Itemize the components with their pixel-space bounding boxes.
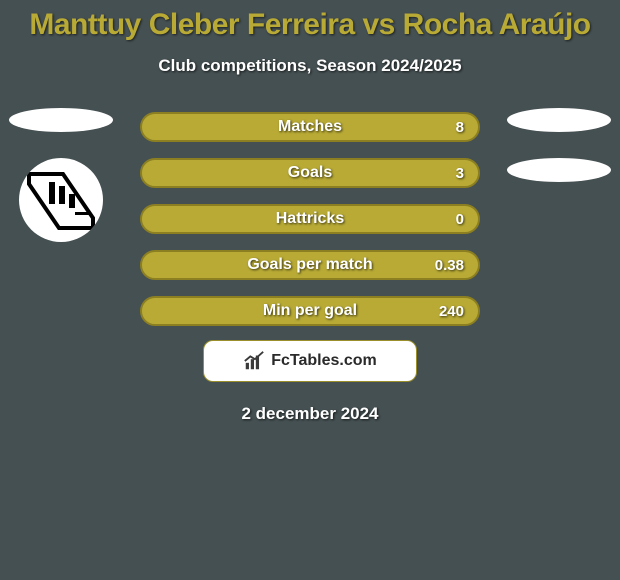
stat-bar-matches: Matches 8 [140,112,480,142]
stat-label: Hattricks [276,210,344,228]
team-crest [19,158,103,242]
stat-bar-goals: Goals 3 [140,158,480,188]
stat-value: 0.38 [435,257,464,274]
stats-area: Matches 8 Goals 3 Hattricks 0 Goals per … [0,112,620,332]
stat-bar-mpg: Min per goal 240 [140,296,480,326]
stat-value: 8 [456,119,464,136]
subtitle: Club competitions, Season 2024/2025 [0,56,620,76]
team-oval-right-2 [507,158,611,182]
team-oval-right-1 [507,108,611,132]
source-text: FcTables.com [271,352,377,370]
stat-value: 0 [456,211,464,228]
team-oval-left [9,108,113,132]
stat-bar-hattricks: Hattricks 0 [140,204,480,234]
stat-bar-gpm: Goals per match 0.38 [140,250,480,280]
right-team-col [504,108,614,208]
date-label: 2 december 2024 [0,404,620,424]
page-title: Manttuy Cleber Ferreira vs Rocha Araújo [0,0,620,42]
stat-label: Min per goal [263,302,357,320]
stat-value: 3 [456,165,464,182]
stat-label: Goals [288,164,332,182]
bar-chart-icon [243,350,265,372]
source-card: FcTables.com [203,340,417,382]
crest-icon [19,158,103,242]
left-team-col [6,108,116,242]
stat-label: Matches [278,118,342,136]
infographic: Manttuy Cleber Ferreira vs Rocha Araújo … [0,0,620,580]
stat-label: Goals per match [247,256,372,274]
stat-bars: Matches 8 Goals 3 Hattricks 0 Goals per … [140,112,480,342]
stat-value: 240 [439,303,464,320]
